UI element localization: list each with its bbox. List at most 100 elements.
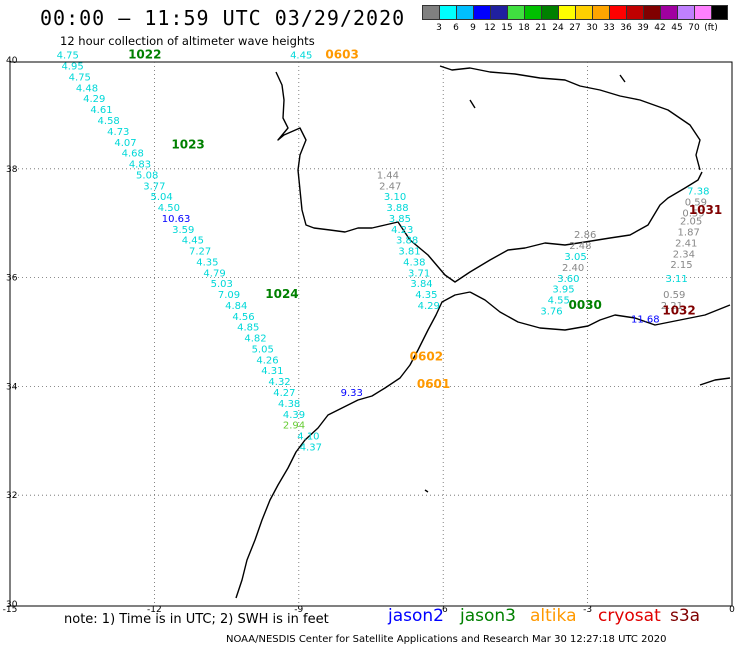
- swh-value: 7.09: [218, 290, 240, 301]
- scale-swatch: [575, 5, 592, 20]
- scale-label: 15: [501, 23, 513, 33]
- swh-value: 4.79: [203, 268, 225, 279]
- swh-value: 4.68: [122, 149, 144, 160]
- swh-value: 4.58: [98, 116, 120, 127]
- iberia-west-coast: [275, 71, 703, 283]
- swh-value: 7.38: [687, 187, 709, 198]
- africa-med-coast: [469, 291, 731, 331]
- pass-label: 0603: [325, 48, 358, 62]
- swh-value: 3.11: [666, 274, 688, 285]
- scale-label: 3: [436, 23, 442, 33]
- swh-value: 3.77: [143, 181, 165, 192]
- swh-value: 4.73: [107, 127, 129, 138]
- swh-value: 4.31: [261, 366, 283, 377]
- swh-value: 10.63: [162, 214, 191, 225]
- pass-label: 1032: [662, 303, 695, 317]
- lon-tick-label: 0: [729, 605, 735, 615]
- swh-value: 4.45: [290, 51, 312, 62]
- scale-frame: [422, 5, 728, 20]
- swh-value: 2.40: [562, 263, 584, 274]
- scale-label: 42: [654, 23, 666, 33]
- swh-value: 3.84: [410, 279, 432, 290]
- scale-label: 27: [569, 23, 581, 33]
- scale-label: 36: [620, 23, 632, 33]
- lat-tick-label: 38: [6, 165, 18, 175]
- swh-value: 4.23: [391, 225, 413, 236]
- scale-label: 6: [453, 23, 459, 33]
- swh-value: 4.61: [90, 105, 112, 116]
- swh-value: 2.05: [680, 217, 702, 228]
- scale-label: (ft): [704, 23, 718, 33]
- swh-value: 0.59: [685, 198, 707, 209]
- scale-swatch: [456, 5, 473, 20]
- swh-value: 3.60: [557, 274, 579, 285]
- swh-value: 4.75: [69, 72, 91, 83]
- swh-value: 4.39: [283, 410, 305, 421]
- scale-swatch: [660, 5, 677, 20]
- scale-label: 12: [484, 23, 496, 33]
- swh-value: 7.27: [189, 247, 211, 258]
- swh-value: 4.29: [83, 94, 105, 105]
- satellite-jason3: jason3: [460, 606, 516, 626]
- scale-label: 70: [688, 23, 700, 33]
- swh-value: 3.05: [564, 252, 586, 263]
- swh-value: 5.03: [211, 279, 233, 290]
- pass-labels: 1022 1023 1024 0603 0602 0601 0030 1031 1032: [128, 48, 722, 391]
- swh-value: 4.27: [273, 388, 295, 399]
- scale-swatch: [490, 5, 507, 20]
- pass-label: 0601: [417, 377, 450, 391]
- africa-coast: [235, 291, 471, 599]
- scale-label: 30: [586, 23, 598, 33]
- map-title: 00:00 – 11:59 UTC 03/29/2020: [40, 6, 406, 30]
- swh-value: 4.56: [232, 312, 254, 323]
- lat-tick-label: 34: [6, 382, 18, 392]
- scale-swatch: [558, 5, 575, 20]
- footer-note: note: 1) Time is in UTC; 2) SWH is in fe…: [64, 612, 329, 627]
- scale-label: 39: [637, 23, 649, 33]
- scale-label: 33: [603, 23, 615, 33]
- map-frame: [9, 61, 733, 607]
- scale-swatch: [592, 5, 609, 20]
- coastline: [235, 65, 731, 599]
- swh-value: 2.86: [574, 230, 596, 241]
- pass-label: 0602: [410, 350, 443, 364]
- swh-value: 4.95: [61, 62, 83, 73]
- scale-swatch: [643, 5, 660, 20]
- swh-value: 9.33: [341, 388, 363, 399]
- satellite-s3a: s3a: [670, 606, 701, 626]
- swh-value: 4.26: [256, 355, 278, 366]
- scale-swatch: [541, 5, 558, 20]
- swh-value: 5.04: [150, 192, 172, 203]
- swh-value: 4.37: [300, 442, 322, 453]
- lon-tick-label: -9: [294, 605, 303, 615]
- lat-tick-label: 30: [6, 600, 18, 610]
- lat-tick-label: 36: [6, 274, 18, 284]
- scale-swatch: [609, 5, 626, 20]
- lon-tick-label: -15: [3, 605, 18, 615]
- pass-label: 0030: [568, 298, 601, 312]
- swh-value: 3.85: [389, 214, 411, 225]
- lat-tick-label: 32: [6, 491, 17, 501]
- scale-swatch: [677, 5, 694, 20]
- scale-swatch: [694, 5, 711, 20]
- swh-value: 5.05: [252, 344, 274, 355]
- scale-swatch: [524, 5, 541, 20]
- scale-label: 45: [671, 23, 683, 33]
- swh-value: 4.83: [129, 160, 151, 171]
- swh-value: 5.08: [136, 170, 158, 181]
- swh-value: 3.88: [396, 236, 418, 247]
- swh-value: 4.29: [418, 301, 440, 312]
- swh-value: 4.32: [268, 377, 290, 388]
- swh-value: 2.94: [283, 421, 305, 432]
- swh-value: 2.21: [661, 301, 683, 312]
- pass-label: 1022: [128, 48, 161, 62]
- lat-tick-label: 40: [6, 56, 18, 66]
- pass-label: 1023: [171, 137, 204, 151]
- swh-value: 4.10: [297, 432, 319, 443]
- swh-value: 4.84: [225, 301, 247, 312]
- pass-label: 1031: [689, 203, 722, 217]
- swh-value: 2.47: [379, 181, 401, 192]
- swh-value: 3.71: [408, 268, 430, 279]
- lon-tick-label: -6: [439, 605, 448, 615]
